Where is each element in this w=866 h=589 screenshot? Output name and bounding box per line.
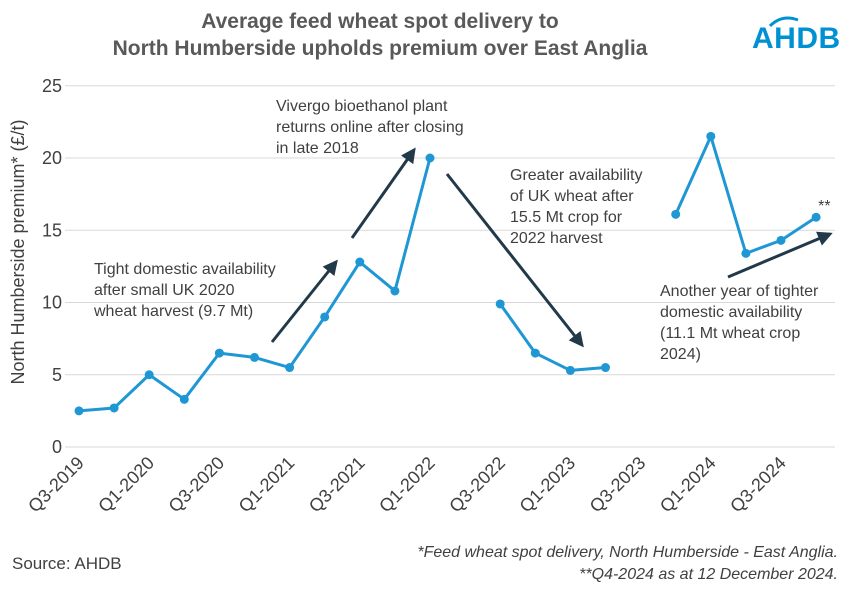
gridlines [65,85,835,448]
footnotes: *Feed wheat spot delivery, North Humbers… [417,542,838,586]
data-point [706,131,716,141]
data-point [811,212,821,222]
annotation-line: after small UK 2020 [94,282,235,299]
annotation-line: Another year of tighter [660,283,819,300]
annotation-text: Another year of tighter domestic availabi… [660,283,819,363]
x-tick-label: Q3-2024 [726,453,790,517]
y-axis-label: North Humberside premium* (£/t) [8,119,28,384]
series-line-segment [674,134,817,255]
annotations: Tight domestic availability after small U… [93,98,819,363]
data-point [109,403,119,413]
annotation-arrow [445,173,584,348]
annotation-line: Tight domestic availability [94,261,276,278]
data-point [355,257,365,267]
data-point [390,286,400,296]
footnote-1: *Feed wheat spot delivery, North Humbers… [417,544,838,561]
annotation-arrow [727,231,833,279]
point-marker-text: ** [818,198,830,215]
x-tick-label: Q3-2021 [305,453,369,517]
data-point [74,406,84,416]
x-tick-label: Q1-2022 [375,453,439,517]
y-tick-label: 10 [42,293,62,313]
x-tick-label: Q1-2020 [94,453,158,517]
data-point [425,153,435,163]
annotation-line: domestic availability [660,304,802,321]
data-point [179,394,189,404]
annotation-line: 2022 harvest [510,230,603,247]
data-point [530,348,540,358]
y-tick-label: 20 [42,148,62,168]
x-tick-label: Q1-2021 [235,453,299,517]
x-tick-label: Q1-2024 [656,453,720,517]
logo-text: AHDB [752,22,841,55]
annotation-line: 15.5 Mt crop for [510,209,623,226]
annotation-arrow [270,259,338,343]
footnote-2: **Q4-2024 as at 12 December 2024. [579,566,838,583]
annotation-line: returns online after closing [276,119,464,136]
x-tick-label: Q3-2023 [586,453,650,517]
series-line-segment [498,303,606,372]
data-point [495,299,505,309]
data-point [776,235,786,245]
x-tick-label: Q3-2019 [24,453,88,517]
y-tick-label: 25 [42,76,62,96]
data-point [285,363,295,373]
series-points: ** [74,131,831,416]
chart-title: Average feed wheat spot delivery to Nort… [0,8,760,62]
y-tick-label: 15 [42,220,62,240]
annotation-arrows [270,147,833,348]
data-point [214,348,224,358]
y-tick-label: 0 [52,437,62,457]
x-tick-label: Q1-2023 [516,453,580,517]
title-line-1: Average feed wheat spot delivery to [201,10,559,33]
y-tick-label: 5 [52,365,62,385]
annotation-line: of UK wheat after [510,188,634,205]
annotation-line: Greater availability [510,167,643,184]
annotation-line: in late 2018 [276,140,359,157]
y-axis-ticks: 0 5 10 15 20 25 [42,76,62,457]
logo-arc-icon [768,16,799,28]
annotation-line: Vivergo bioethanol plant [276,98,448,115]
title-line-2: North Humberside upholds premium over Ea… [112,37,648,60]
annotation-text: Vivergo bioethanol plant returns online a… [276,98,464,157]
annotation-arrow [350,147,416,239]
data-point [565,365,575,375]
x-tick-label: Q3-2022 [445,453,509,517]
data-point [741,248,751,258]
annotation-line: (11.1 Mt wheat crop [660,325,800,342]
x-tick-label: Q3-2020 [165,453,229,517]
annotation-text: Greater availability of UK wheat after 15.… [510,167,643,247]
annotation-text: Tight domestic availability after small U… [93,261,276,320]
data-point [144,370,154,380]
annotation-line: 2024) [660,346,701,363]
annotation-line: wheat harvest (9.7 Mt) [93,303,253,320]
ahdb-logo: AHDB [752,12,862,68]
data-point [250,352,259,362]
data-point [671,209,681,219]
x-axis-ticks: Q3-2019 Q1-2020 Q3-2020 Q1-2021 Q3-2021 Q1-20… [24,453,790,517]
data-point [320,312,330,322]
data-point [601,363,610,373]
source-note: Source: AHDB [12,554,122,573]
